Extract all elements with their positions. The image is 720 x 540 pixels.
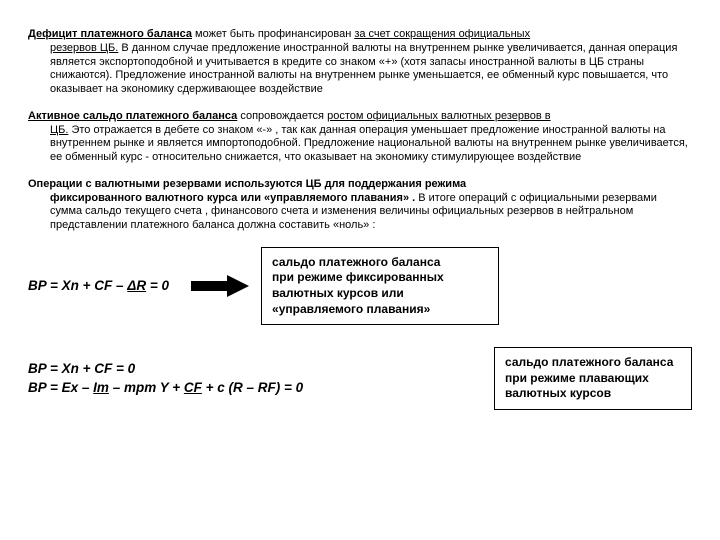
equation-row-1: BP = Xn + CF – ΔR = 0 сальдо платежного … xyxy=(28,247,692,325)
para1-lead-bold: Дефицит платежного баланса xyxy=(28,28,192,40)
para2-body: ЦБ. Это отражается в дебете со знаком «-… xyxy=(28,124,692,165)
para1-lead-u2: за счет сокращения официальных xyxy=(354,28,530,40)
paragraph-operations: Операции с валютными резервами использую… xyxy=(28,178,692,233)
box-fixed-regime: сальдо платежного баланса при режиме фик… xyxy=(261,247,499,325)
para3-body: фиксированного валютного курса или «упра… xyxy=(28,192,692,233)
paragraph-deficit: Дефицит платежного баланса может быть пр… xyxy=(28,28,692,97)
arrow-icon xyxy=(179,275,261,297)
para1-lead-rest: может быть профинансирован xyxy=(192,28,354,40)
box-floating-regime: сальдо платежного баланса при режиме пла… xyxy=(494,347,692,410)
para2-lead-u2: ростом официальных валютных резервов в xyxy=(327,110,551,122)
para2-lead-bold: Активное сальдо платежного баланса xyxy=(28,110,237,122)
para1-body: резервов ЦБ. В данном случае предложение… xyxy=(28,42,692,97)
equation-2: BP = Xn + CF = 0 BP = Ex – Im – mpm Y + … xyxy=(28,360,303,398)
para2-lead-rest: сопровождается xyxy=(237,110,327,122)
para3-bold1: Операции с валютными резервами использую… xyxy=(28,178,466,190)
paragraph-active-saldo: Активное сальдо платежного баланса сопро… xyxy=(28,110,692,165)
equation-1: BP = Xn + CF – ΔR = 0 xyxy=(28,278,179,295)
equation-row-2: BP = Xn + CF = 0 BP = Ex – Im – mpm Y + … xyxy=(28,347,692,410)
equation-2-line2: BP = Ex – Im – mpm Y + CF + c (R – RF) =… xyxy=(28,379,303,398)
